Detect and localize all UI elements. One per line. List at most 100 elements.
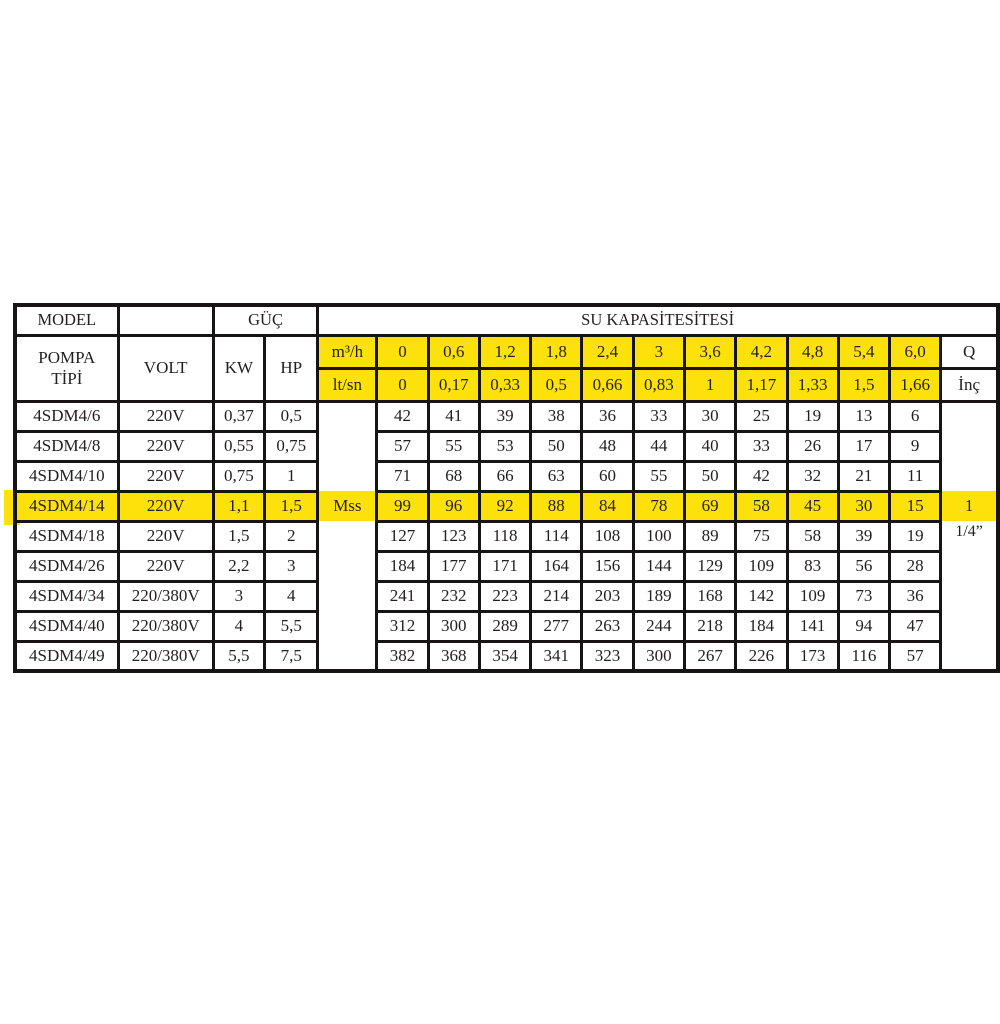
hp-cell: 7,5 <box>263 639 320 673</box>
value-cell: 214 <box>529 579 584 613</box>
model-cell: 4SDM4/40 <box>13 609 120 643</box>
m3h-value: 1,2 <box>477 333 533 370</box>
value-cell: 177 <box>426 549 481 583</box>
empty-header-cell <box>116 303 215 337</box>
m3h-value: 4,2 <box>734 333 789 370</box>
model-cell: 4SDM4/8 <box>13 429 120 463</box>
model-cell: 4SDM4/26 <box>13 549 120 583</box>
mss-cell <box>316 611 379 641</box>
q-cell <box>939 461 1000 491</box>
mss-cell <box>316 461 379 491</box>
value-cell: 39 <box>836 519 891 553</box>
mss-cell <box>316 399 379 431</box>
value-cell: 184 <box>734 609 789 643</box>
value-cell: 19 <box>887 519 943 553</box>
value-cell: 36 <box>887 579 943 613</box>
value-cell: 92 <box>477 489 533 523</box>
q-cell <box>939 551 1000 581</box>
value-cell: 144 <box>631 549 687 583</box>
ltsn-value: 0,66 <box>580 366 635 403</box>
value-cell: 17 <box>836 429 891 463</box>
table-row: 4SDM4/49 220/380V 5,5 7,5 382 368 354 34… <box>13 639 1000 673</box>
model-cell: 4SDM4/14 <box>13 489 120 523</box>
volt-cell: 220V <box>116 489 215 523</box>
q-header: Q <box>939 333 1000 370</box>
model-header: MODEL <box>13 303 120 337</box>
ltsn-value: 1,66 <box>887 366 943 403</box>
value-cell: 32 <box>785 459 840 493</box>
value-cell: 88 <box>529 489 584 523</box>
value-cell: 108 <box>580 519 635 553</box>
q-cell <box>939 431 1000 461</box>
value-cell: 71 <box>375 459 430 493</box>
ltsn-value: 0,33 <box>477 366 533 403</box>
m3h-value: 0,6 <box>426 333 481 370</box>
value-cell: 168 <box>683 579 738 613</box>
kw-cell: 1,5 <box>211 519 267 553</box>
kw-cell: 5,5 <box>211 639 267 673</box>
value-cell: 109 <box>785 579 840 613</box>
value-cell: 33 <box>734 429 789 463</box>
value-cell: 48 <box>580 429 635 463</box>
m3h-value: 1,8 <box>529 333 584 370</box>
volt-header: VOLT <box>116 333 215 403</box>
value-cell: 142 <box>734 579 789 613</box>
value-cell: 11 <box>887 459 943 493</box>
model-cell: 4SDM4/49 <box>13 639 120 673</box>
value-cell: 26 <box>785 429 840 463</box>
value-cell: 56 <box>836 549 891 583</box>
m3h-value: 4,8 <box>785 333 840 370</box>
header-row-ltsn: lt/sn 0 0,17 0,33 0,5 0,66 0,83 1 1,17 1… <box>15 366 1000 403</box>
value-cell: 60 <box>580 459 635 493</box>
value-cell: 354 <box>477 639 533 673</box>
kw-header: KW <box>211 333 267 403</box>
q-cell <box>939 611 1000 641</box>
hp-cell: 1 <box>263 459 320 493</box>
value-cell: 13 <box>836 399 891 433</box>
hp-cell: 0,75 <box>263 429 320 463</box>
value-cell: 96 <box>426 489 481 523</box>
value-cell: 323 <box>580 639 635 673</box>
value-cell: 28 <box>887 549 943 583</box>
value-cell: 75 <box>734 519 789 553</box>
value-cell: 69 <box>683 489 738 523</box>
value-cell: 47 <box>887 609 943 643</box>
kw-cell: 2,2 <box>211 549 267 583</box>
mss-cell <box>316 431 379 461</box>
value-cell: 189 <box>631 579 687 613</box>
value-cell: 50 <box>683 459 738 493</box>
value-cell: 203 <box>580 579 635 613</box>
hp-cell: 5,5 <box>263 609 320 643</box>
table-row: 4SDM4/40 220/380V 4 5,5 312 300 289 277 … <box>13 609 1000 643</box>
value-cell: 63 <box>529 459 584 493</box>
value-cell: 94 <box>836 609 891 643</box>
value-cell: 141 <box>785 609 840 643</box>
value-cell: 244 <box>631 609 687 643</box>
volt-cell: 220V <box>116 459 215 493</box>
ltsn-value: 1,33 <box>785 366 840 403</box>
ltsn-label: lt/sn <box>316 366 379 403</box>
value-cell: 41 <box>426 399 481 433</box>
value-cell: 15 <box>887 489 943 523</box>
hp-cell: 1,5 <box>263 489 320 523</box>
value-cell: 129 <box>683 549 738 583</box>
value-cell: 118 <box>477 519 533 553</box>
pompa-tipi-header: POMPA TİPİ <box>13 333 120 403</box>
value-cell: 66 <box>477 459 533 493</box>
pompa-tipi-line2: TİPİ <box>51 369 83 388</box>
value-cell: 84 <box>580 489 635 523</box>
value-cell: 78 <box>631 489 687 523</box>
kw-cell: 0,75 <box>211 459 267 493</box>
value-cell: 6 <box>887 399 943 433</box>
value-cell: 21 <box>836 459 891 493</box>
value-cell: 99 <box>375 489 430 523</box>
value-cell: 368 <box>426 639 481 673</box>
volt-cell: 220/380V <box>116 609 215 643</box>
guc-header: GÜÇ <box>211 303 320 337</box>
pump-capacity-table: MODEL GÜÇ SU KAPASİTESİTESİ POMPA TİPİ V… <box>13 303 1000 673</box>
kw-cell: 4 <box>211 609 267 643</box>
value-cell: 300 <box>426 609 481 643</box>
m3h-value: 6,0 <box>887 333 943 370</box>
q-cell <box>939 399 1000 431</box>
